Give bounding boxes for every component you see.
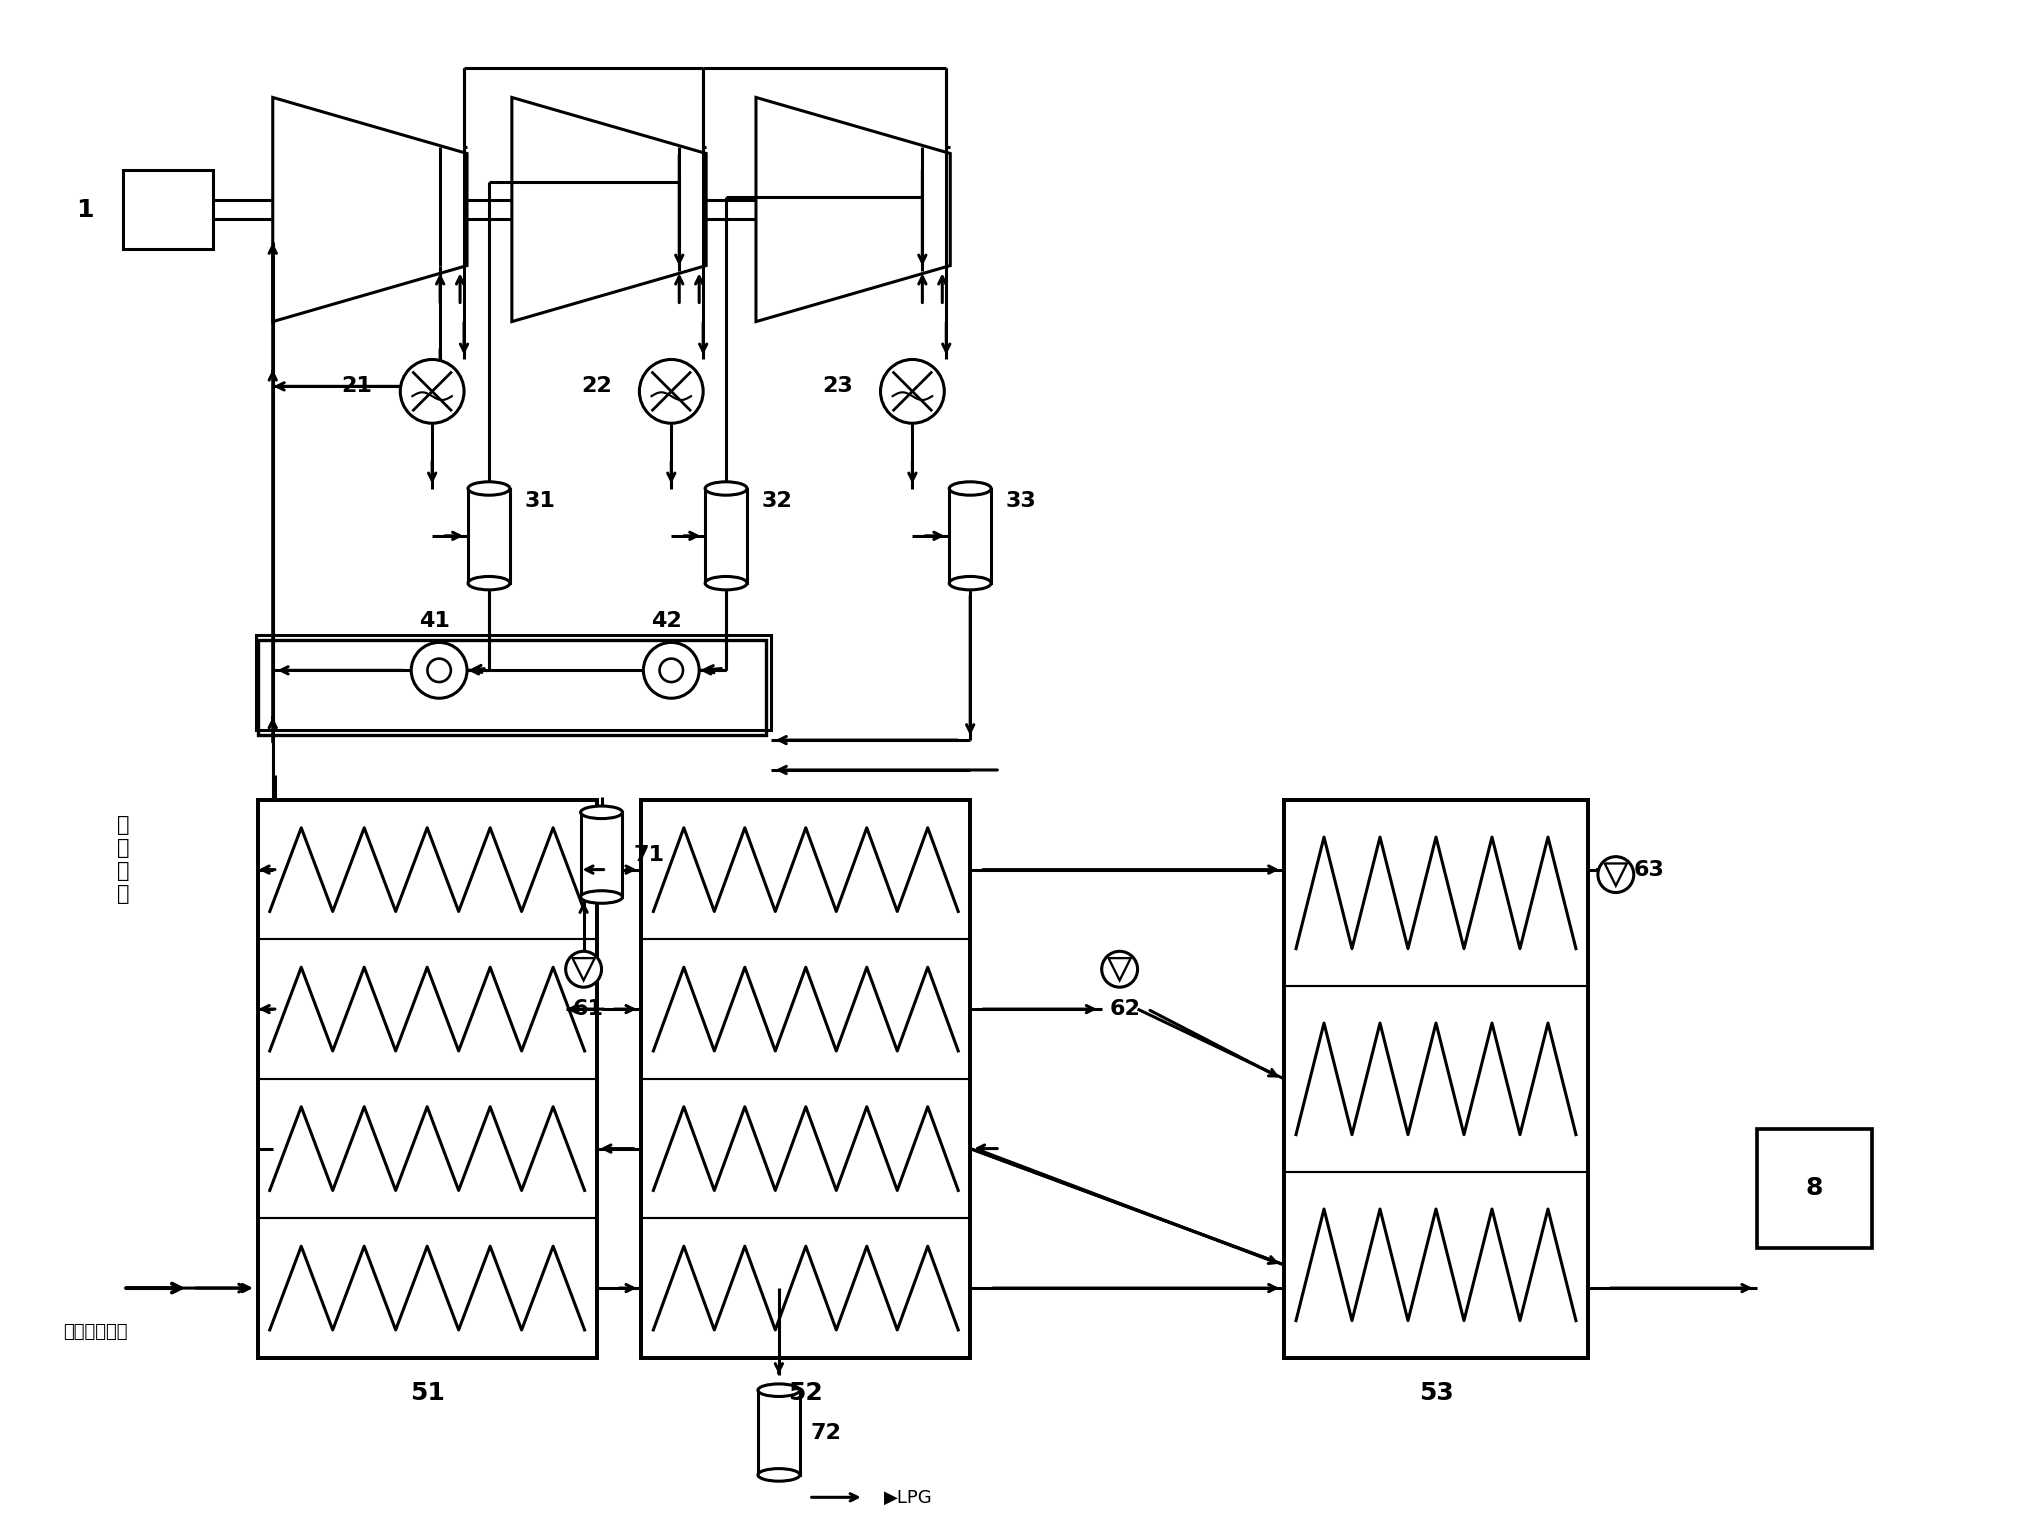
Text: 21: 21 — [341, 376, 372, 396]
Text: 净化后天然气: 净化后天然气 — [63, 1323, 129, 1341]
Text: 63: 63 — [1634, 860, 1665, 879]
Ellipse shape — [468, 576, 511, 590]
Bar — [257, 800, 597, 1358]
Ellipse shape — [468, 482, 511, 495]
Ellipse shape — [758, 1469, 799, 1481]
Text: ▶LPG: ▶LPG — [883, 1489, 932, 1506]
Bar — [123, 169, 212, 250]
Text: 1: 1 — [76, 198, 94, 221]
Circle shape — [400, 360, 464, 424]
Text: 32: 32 — [762, 491, 793, 511]
Text: 62: 62 — [1109, 1000, 1140, 1020]
Text: 61: 61 — [574, 1000, 605, 1020]
Polygon shape — [272, 98, 468, 322]
Text: 51: 51 — [411, 1381, 445, 1405]
Ellipse shape — [950, 576, 991, 590]
Circle shape — [639, 360, 703, 424]
Polygon shape — [513, 98, 707, 322]
Circle shape — [881, 360, 944, 424]
Bar — [642, 800, 970, 1358]
Text: 23: 23 — [821, 376, 852, 396]
Ellipse shape — [758, 1384, 799, 1396]
Bar — [1285, 800, 1587, 1358]
Text: 72: 72 — [811, 1422, 842, 1443]
Bar — [1757, 1129, 1871, 1248]
Text: 8: 8 — [1806, 1177, 1822, 1201]
Text: 31: 31 — [525, 491, 556, 511]
Ellipse shape — [580, 890, 623, 904]
Text: 52: 52 — [789, 1381, 823, 1405]
Text: 42: 42 — [652, 611, 682, 631]
Circle shape — [1101, 951, 1138, 988]
Ellipse shape — [705, 576, 748, 590]
Bar — [580, 812, 623, 898]
Text: 混
合
冷
剂: 混 合 冷 剂 — [116, 815, 129, 904]
Bar — [257, 640, 766, 735]
Text: 22: 22 — [580, 376, 611, 396]
Bar — [255, 636, 770, 730]
Text: 41: 41 — [419, 611, 449, 631]
Bar — [468, 489, 511, 584]
Text: 71: 71 — [633, 844, 664, 864]
Ellipse shape — [580, 806, 623, 818]
Text: 53: 53 — [1418, 1381, 1453, 1405]
Polygon shape — [756, 98, 950, 322]
Circle shape — [644, 643, 699, 698]
Circle shape — [1598, 856, 1634, 893]
Bar — [705, 489, 748, 584]
Bar — [950, 489, 991, 584]
Bar — [758, 1390, 799, 1475]
Circle shape — [411, 643, 468, 698]
Text: 33: 33 — [1005, 491, 1036, 511]
Circle shape — [566, 951, 601, 988]
Ellipse shape — [950, 482, 991, 495]
Ellipse shape — [705, 482, 748, 495]
